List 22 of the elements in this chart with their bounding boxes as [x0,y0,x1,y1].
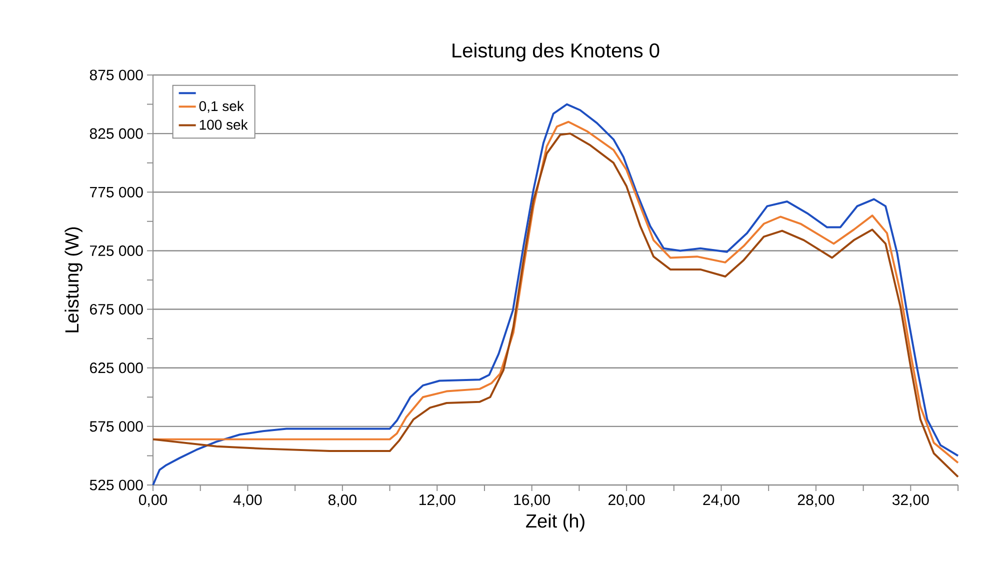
y-tick-label: 525 000 [90,480,143,490]
x-tick-label: 12,00 [419,494,456,507]
x-tick-label: 4,00 [233,494,262,507]
y-tick-label: 775 000 [90,186,143,198]
y-tick-label: 575 000 [90,421,143,432]
y-tick-label: 825 000 [90,128,143,139]
chart-title: Leistung des Knotens 0 [452,42,660,62]
x-tick-label: 8,00 [328,494,356,507]
y-tick-label: 725 000 [90,245,143,256]
x-tick-label: 20,00 [608,494,645,507]
x-tick-label: 0,00 [139,494,168,507]
x-tick-label: 28,00 [798,494,834,507]
x-axis-title: Zeit (h) [526,514,584,532]
y-tick-label: 625 000 [90,362,143,374]
y-axis-title: Leistung (W) [64,227,82,332]
x-tick-label: 24,00 [703,494,740,507]
x-tick-label: 16,00 [514,494,550,507]
x-tick-label: 32,00 [892,494,929,507]
y-tick-label: 675 000 [90,304,143,315]
y-tick-label: 875 000 [90,70,143,80]
legend-label: 0,1 sek [199,100,244,113]
legend-label: 100 sek [200,119,248,130]
